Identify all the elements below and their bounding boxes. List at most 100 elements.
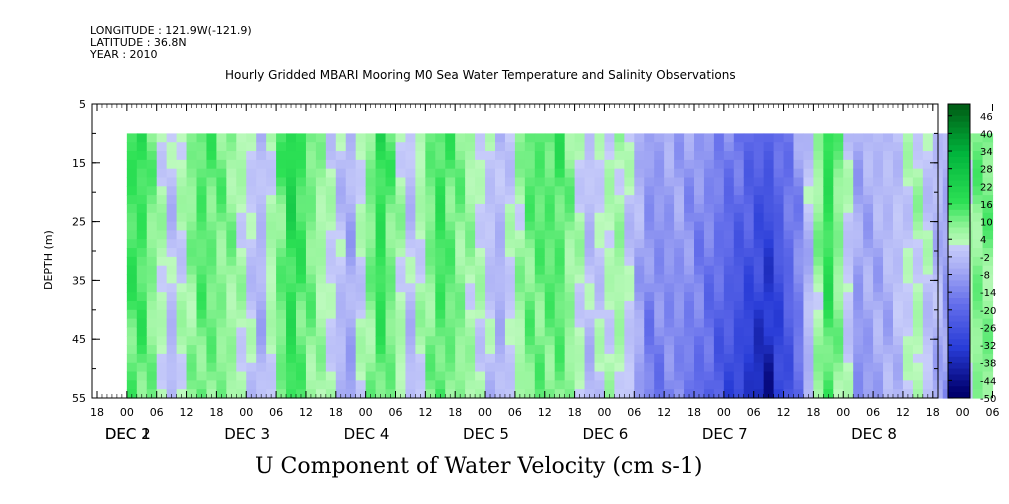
heatmap-cell <box>883 151 894 161</box>
heatmap-cell <box>634 248 645 258</box>
colorbar-swatch <box>948 186 970 193</box>
heatmap-cell <box>266 221 277 232</box>
heatmap-cell <box>843 283 854 293</box>
heatmap-cell <box>873 327 884 337</box>
heatmap-cell <box>465 362 476 373</box>
heatmap-cell <box>276 345 287 355</box>
heatmap-cell <box>355 327 367 337</box>
heatmap-cell <box>236 274 247 284</box>
heatmap-cell <box>813 212 824 223</box>
heatmap-cell <box>415 283 426 293</box>
heatmap-cell <box>823 265 834 276</box>
heatmap-cell <box>276 309 287 320</box>
heatmap-cell <box>823 248 834 258</box>
heatmap-cell <box>624 300 635 311</box>
heatmap-cell <box>793 239 805 249</box>
heatmap-cell <box>345 133 357 143</box>
heatmap-cell <box>276 389 287 399</box>
heatmap-cell <box>176 265 188 276</box>
heatmap-cell <box>186 159 198 170</box>
heatmap-cell <box>873 380 884 390</box>
heatmap-cell <box>644 203 655 214</box>
heatmap-cell <box>196 230 208 240</box>
heatmap-cell <box>385 345 397 355</box>
heatmap-cell <box>902 362 914 373</box>
heatmap-cell <box>873 389 884 399</box>
heatmap-cell <box>126 389 138 399</box>
heatmap-cell <box>783 353 795 364</box>
heatmap-cell <box>166 300 178 311</box>
heatmap-cell <box>445 248 456 258</box>
heatmap-cell <box>514 336 526 346</box>
heatmap-cell <box>544 300 556 311</box>
heatmap-cell <box>146 248 158 258</box>
heatmap-cell <box>554 168 566 179</box>
heatmap-cell <box>415 186 426 196</box>
heatmap-cell <box>226 142 237 152</box>
heatmap-cell <box>634 239 645 249</box>
heatmap-cell <box>485 133 496 143</box>
heatmap-cell <box>743 283 755 293</box>
heatmap-cell <box>216 380 227 390</box>
heatmap-cell <box>873 362 884 373</box>
heatmap-cell <box>455 336 466 346</box>
heatmap-cell <box>296 380 307 390</box>
heatmap-cell <box>286 353 297 364</box>
heatmap-cell <box>216 345 227 355</box>
heatmap-cell <box>883 292 894 302</box>
x-tick-label: 12 <box>896 406 910 419</box>
heatmap-cell <box>763 195 775 205</box>
heatmap-cell <box>674 283 685 293</box>
heatmap-cell <box>902 336 914 346</box>
heatmap-cell <box>773 203 785 214</box>
x-axis-label: U Component of Water Velocity (cm s-1) <box>255 454 703 479</box>
heatmap-cell <box>733 230 745 240</box>
heatmap-cell <box>584 345 596 355</box>
heatmap-cell <box>723 362 735 373</box>
heatmap-cell <box>843 159 854 170</box>
heatmap-cell <box>435 133 446 143</box>
heatmap-cell <box>485 353 496 364</box>
heatmap-cell <box>594 151 606 161</box>
heatmap-cell <box>624 327 635 337</box>
heatmap-cell <box>664 142 675 152</box>
heatmap-cell <box>982 177 994 187</box>
heatmap-cell <box>803 283 814 293</box>
heatmap-cell <box>703 327 715 337</box>
heatmap-cell <box>813 151 824 161</box>
heatmap-cell <box>863 248 874 258</box>
heatmap-cell <box>584 230 596 240</box>
heatmap-cell <box>624 265 635 276</box>
heatmap-cell <box>912 380 924 390</box>
heatmap-cell <box>385 300 397 311</box>
heatmap-cell <box>644 221 655 232</box>
heatmap-cell <box>813 380 824 390</box>
heatmap-cell <box>733 292 745 302</box>
heatmap-cell <box>236 142 247 152</box>
heatmap-cell <box>485 248 496 258</box>
heatmap-cell <box>564 159 576 170</box>
heatmap-cell <box>266 371 277 381</box>
heatmap-cell <box>415 336 426 346</box>
heatmap-cell <box>286 151 297 161</box>
heatmap-cell <box>694 389 705 399</box>
heatmap-cell <box>694 336 705 346</box>
heatmap-cell <box>564 362 576 373</box>
heatmap-cell <box>455 256 466 267</box>
heatmap-cell <box>813 248 824 258</box>
heatmap-cell <box>534 336 546 346</box>
heatmap-cell <box>883 239 894 249</box>
heatmap-cell <box>286 292 297 302</box>
heatmap-cell <box>514 230 526 240</box>
heatmap-cell <box>305 186 317 196</box>
heatmap-cell <box>146 353 158 364</box>
x-tick-label: 06 <box>508 406 522 419</box>
heatmap-cell <box>355 186 367 196</box>
heatmap-cell <box>713 371 725 381</box>
heatmap-cell <box>226 371 237 381</box>
heatmap-cell <box>604 265 615 276</box>
heatmap-cell <box>534 186 546 196</box>
heatmap-cell <box>763 292 775 302</box>
heatmap-cell <box>495 256 506 267</box>
heatmap-cell <box>614 389 625 399</box>
